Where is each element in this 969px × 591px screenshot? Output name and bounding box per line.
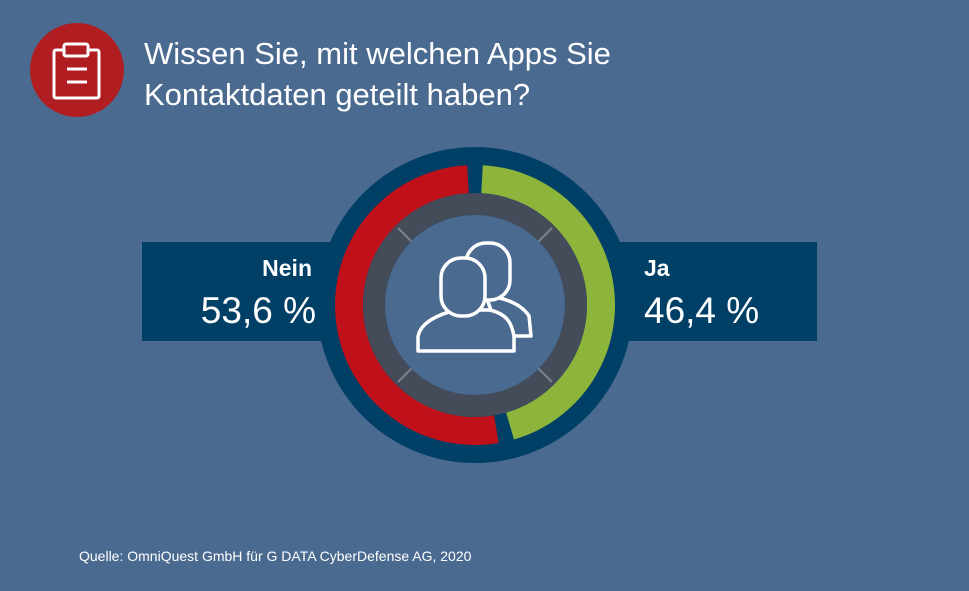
slice-nein bbox=[335, 165, 499, 445]
source-note: Quelle: OmniQuest GmbH für G DATA CyberD… bbox=[79, 548, 472, 564]
ring-ticks bbox=[397, 227, 553, 383]
title-line-1: Wissen Sie, mit welchen Apps Sie bbox=[144, 36, 611, 71]
title-line-2: Kontaktdaten geteilt haben? bbox=[144, 77, 531, 112]
label-ja: Ja bbox=[644, 255, 670, 281]
clipboard-badge bbox=[30, 23, 124, 117]
value-nein: 53,6 % bbox=[200, 290, 316, 331]
donut-inner-ring bbox=[363, 193, 587, 417]
slice-ja bbox=[481, 165, 615, 440]
value-ja: 46,4 % bbox=[644, 290, 760, 331]
label-nein: Nein bbox=[262, 255, 312, 281]
users-icon bbox=[416, 241, 533, 353]
label-box-nein: Nein 53,6 % bbox=[142, 242, 342, 341]
chart-title: Wissen Sie, mit welchen Apps Sie Kontakt… bbox=[144, 33, 744, 115]
label-box-ja: Ja 46,4 % bbox=[612, 242, 817, 341]
clipboard-icon bbox=[52, 42, 101, 100]
